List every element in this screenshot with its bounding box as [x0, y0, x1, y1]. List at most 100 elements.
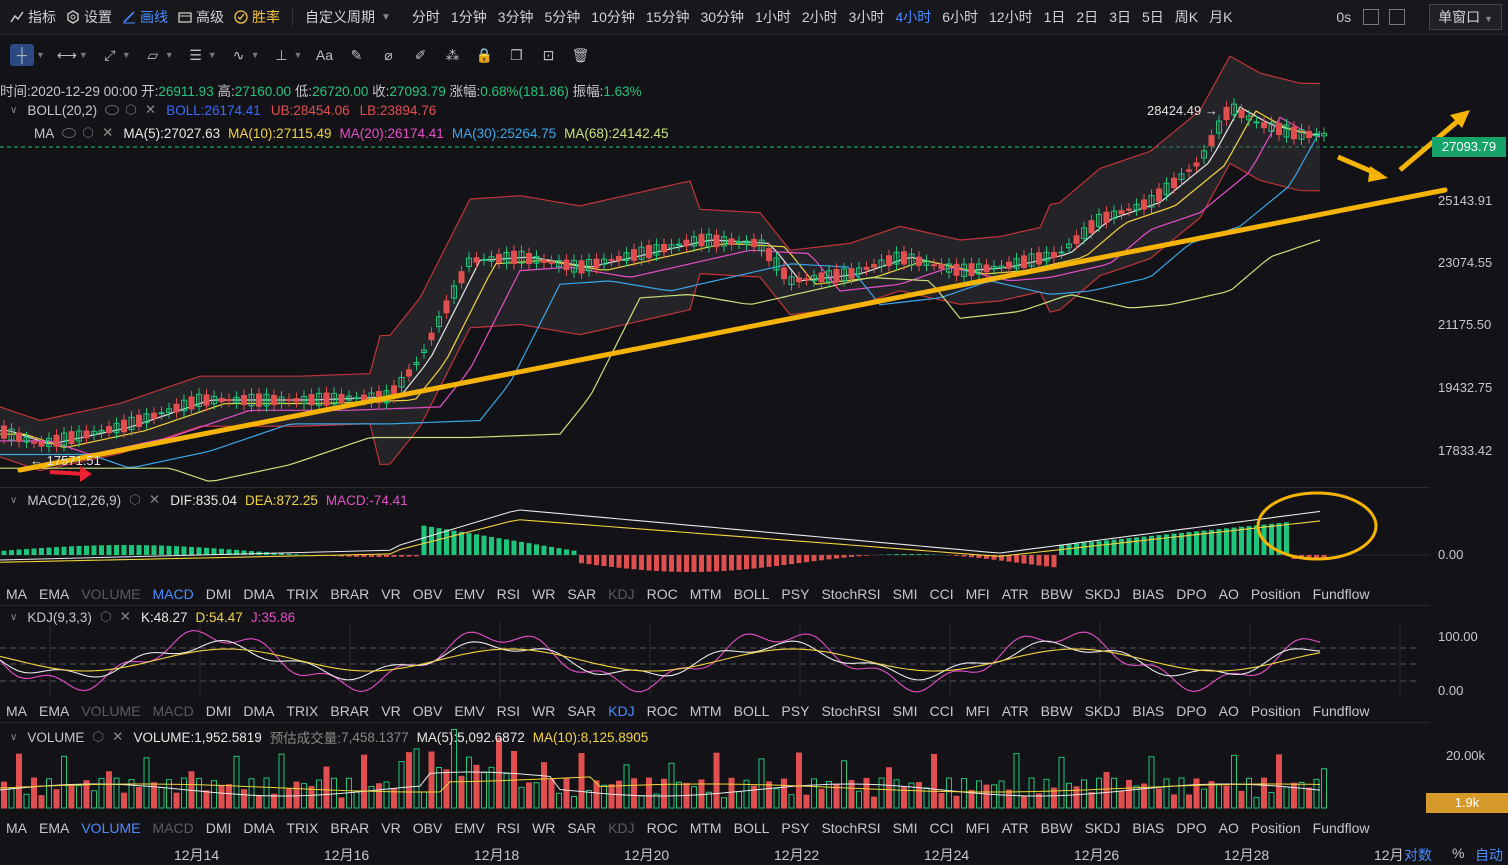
close-icon[interactable]: ✕ [102, 125, 113, 141]
indicator-tab[interactable]: CCI [929, 703, 953, 719]
eye-icon[interactable] [105, 105, 119, 115]
indicator-tab[interactable]: ATR [1002, 703, 1029, 719]
indicator-tab[interactable]: CCI [929, 586, 953, 602]
indicator-tab[interactable]: RSI [497, 820, 520, 836]
indicator-tab[interactable]: MTM [690, 703, 722, 719]
indicator-tab[interactable]: Fundflow [1313, 820, 1370, 836]
indicator-tab[interactable]: BRAR [330, 586, 369, 602]
settings-hex-icon[interactable]: ⬡ [125, 102, 137, 118]
indicator-tab[interactable]: EMA [39, 703, 69, 719]
indicator-tab[interactable]: MTM [690, 820, 722, 836]
collapse-icon[interactable]: ∨ [10, 612, 17, 623]
close-icon[interactable]: ✕ [120, 609, 131, 625]
settings-hex-icon[interactable]: ⬡ [129, 492, 141, 508]
indicator-tab[interactable]: BIAS [1132, 703, 1164, 719]
indicator-tab[interactable]: StochRSI [821, 820, 880, 836]
indicator-tab[interactable]: Fundflow [1313, 703, 1370, 719]
indicator-tab[interactable]: MACD [152, 820, 193, 836]
indicator-tab[interactable]: VR [381, 820, 400, 836]
indicator-tab[interactable]: BRAR [330, 820, 369, 836]
indicator-tab[interactable]: BRAR [330, 703, 369, 719]
indicator-tab[interactable]: VR [381, 586, 400, 602]
indicator-tab[interactable]: MTM [690, 586, 722, 602]
collapse-icon[interactable]: ∨ [10, 495, 17, 506]
indicator-tab[interactable]: VOLUME [81, 586, 140, 602]
indicator-tab[interactable]: KDJ [608, 703, 634, 719]
indicator-tab[interactable]: DMA [243, 703, 274, 719]
indicator-tab[interactable]: EMV [454, 820, 484, 836]
indicator-tab[interactable]: WR [532, 703, 555, 719]
indicator-tab[interactable]: Position [1251, 586, 1301, 602]
indicator-tab[interactable]: DMA [243, 820, 274, 836]
indicator-tab[interactable]: StochRSI [821, 586, 880, 602]
indicator-tab[interactable]: DMA [243, 586, 274, 602]
collapse-icon[interactable]: ∨ [10, 105, 17, 116]
eye-icon[interactable] [62, 128, 76, 138]
indicator-tab[interactable]: CCI [929, 820, 953, 836]
indicator-tab[interactable]: WR [532, 820, 555, 836]
indicator-tab[interactable]: AO [1219, 586, 1239, 602]
indicator-tab[interactable]: BOLL [734, 703, 770, 719]
indicator-tab[interactable]: DPO [1176, 703, 1206, 719]
close-icon[interactable]: ✕ [112, 729, 123, 745]
indicator-tab[interactable]: BBW [1041, 586, 1073, 602]
indicator-tab[interactable]: StochRSI [821, 703, 880, 719]
settings-hex-icon[interactable]: ⬡ [82, 125, 94, 141]
auto-scale-toggle[interactable]: 自动 [1475, 845, 1503, 865]
indicator-tab[interactable]: DMI [206, 703, 232, 719]
indicator-tab[interactable]: BBW [1041, 703, 1073, 719]
indicator-tab[interactable]: SMI [893, 703, 918, 719]
indicator-tab[interactable]: ROC [647, 820, 678, 836]
indicator-tab[interactable]: EMV [454, 703, 484, 719]
indicator-tab[interactable]: OBV [413, 820, 443, 836]
indicator-tab[interactable]: AO [1219, 703, 1239, 719]
indicator-tab[interactable]: PSY [781, 703, 809, 719]
indicator-tab[interactable]: KDJ [608, 586, 634, 602]
indicator-tab[interactable]: MA [6, 586, 27, 602]
indicator-tab[interactable]: ATR [1002, 820, 1029, 836]
indicator-tab[interactable]: SMI [893, 586, 918, 602]
indicator-tab[interactable]: WR [532, 586, 555, 602]
settings-hex-icon[interactable]: ⬡ [100, 609, 112, 625]
indicator-tab[interactable]: DPO [1176, 820, 1206, 836]
indicator-tab[interactable]: ROC [647, 586, 678, 602]
indicator-tab[interactable]: EMA [39, 820, 69, 836]
indicator-tab[interactable]: OBV [413, 586, 443, 602]
indicator-tab[interactable]: DPO [1176, 586, 1206, 602]
indicator-tab[interactable]: Position [1251, 820, 1301, 836]
settings-hex-icon[interactable]: ⬡ [92, 729, 104, 745]
indicator-tab[interactable]: BOLL [734, 586, 770, 602]
indicator-tab[interactable]: VOLUME [81, 703, 140, 719]
log-scale-toggle[interactable]: 对数 [1404, 845, 1432, 865]
indicator-tab[interactable]: PSY [781, 586, 809, 602]
indicator-tab[interactable]: MA [6, 820, 27, 836]
indicator-tab[interactable]: BIAS [1132, 820, 1164, 836]
collapse-icon[interactable]: ∨ [10, 732, 17, 743]
close-icon[interactable]: ✕ [145, 102, 156, 118]
indicator-tab[interactable]: ATR [1002, 586, 1029, 602]
percent-toggle[interactable]: % [1452, 845, 1464, 861]
indicator-tab[interactable]: MFI [966, 820, 990, 836]
indicator-tab[interactable]: MFI [966, 703, 990, 719]
indicator-tab[interactable]: OBV [413, 703, 443, 719]
indicator-tab[interactable]: VOLUME [81, 820, 140, 836]
indicator-tab[interactable]: SAR [567, 586, 596, 602]
indicator-tab[interactable]: BIAS [1132, 586, 1164, 602]
indicator-tab[interactable]: MACD [152, 703, 193, 719]
indicator-tab[interactable]: SKDJ [1085, 820, 1121, 836]
close-icon[interactable]: ✕ [149, 492, 160, 508]
indicator-tab[interactable]: SMI [893, 820, 918, 836]
indicator-tab[interactable]: Position [1251, 703, 1301, 719]
indicator-tab[interactable]: BOLL [734, 820, 770, 836]
indicator-tab[interactable]: DMI [206, 820, 232, 836]
indicator-tab[interactable]: MA [6, 703, 27, 719]
indicator-tab[interactable]: DMI [206, 586, 232, 602]
indicator-tab[interactable]: SAR [567, 820, 596, 836]
indicator-tab[interactable]: PSY [781, 820, 809, 836]
indicator-tab[interactable]: RSI [497, 703, 520, 719]
indicator-tab[interactable]: EMV [454, 586, 484, 602]
indicator-tab[interactable]: Fundflow [1313, 586, 1370, 602]
indicator-tab[interactable]: TRIX [287, 820, 319, 836]
indicator-tab[interactable]: RSI [497, 586, 520, 602]
indicator-tab[interactable]: AO [1219, 820, 1239, 836]
